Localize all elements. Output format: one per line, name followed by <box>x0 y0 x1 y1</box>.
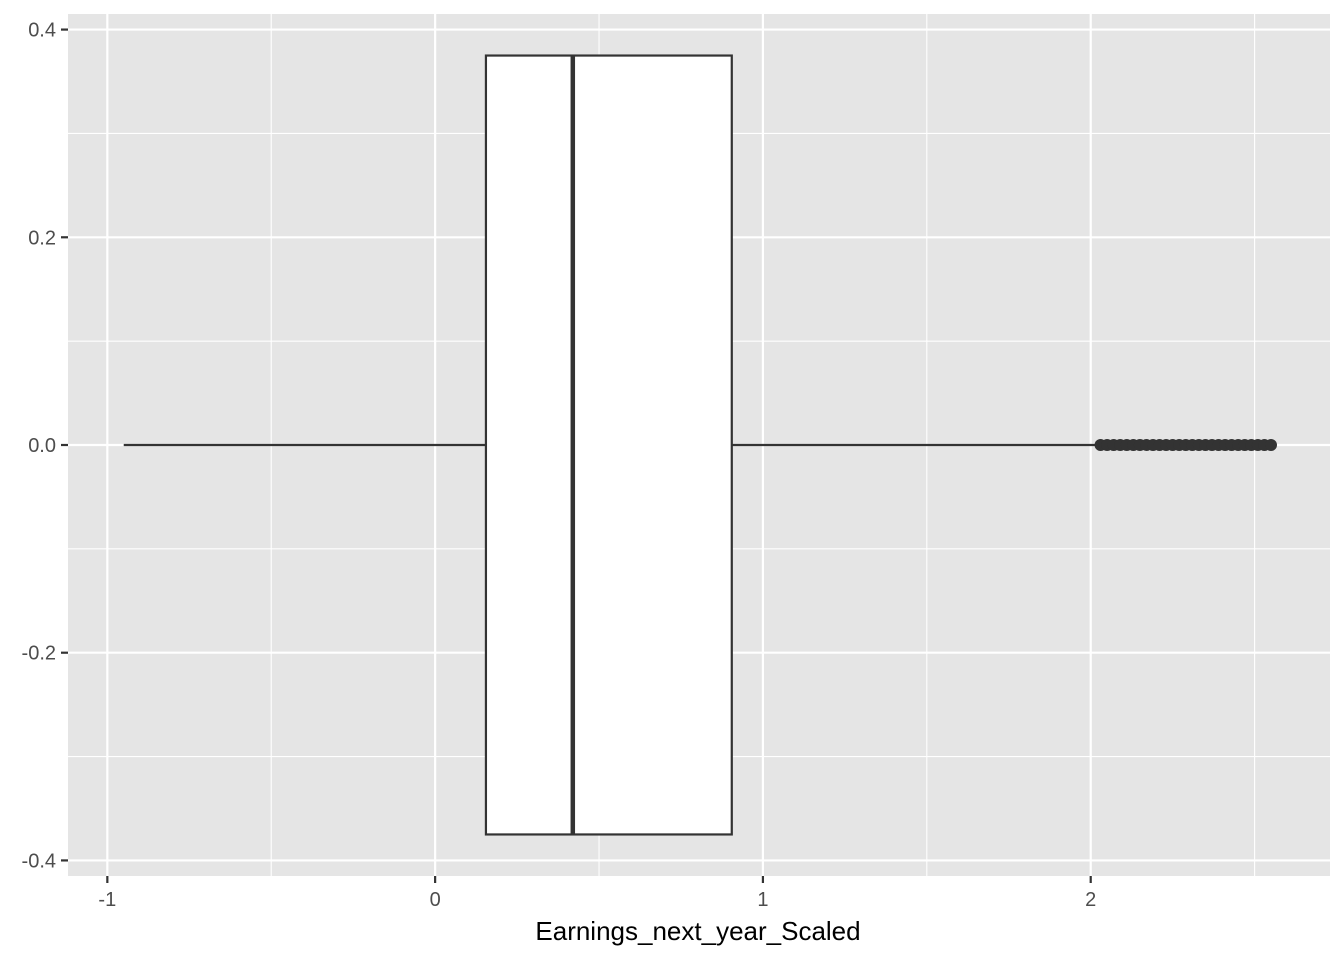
outlier-point <box>1264 439 1277 451</box>
y-tick-label: 0.4 <box>28 20 56 42</box>
x-tick-label: 0 <box>430 889 441 911</box>
outlier-points <box>1094 439 1277 451</box>
y-tick-label: 0.0 <box>28 435 56 457</box>
y-tick-label: 0.2 <box>28 227 56 249</box>
y-tick-label: -0.4 <box>22 850 56 872</box>
y-axis: 0.4 0.2 0.0 -0.2 -0.4 <box>22 20 68 872</box>
x-axis-title: Earnings_next_year_Scaled <box>535 916 860 946</box>
x-tick-label: 1 <box>757 889 768 911</box>
boxplot <box>123 54 1098 836</box>
x-tick-label: -1 <box>98 889 116 911</box>
y-tick-label: -0.2 <box>22 643 56 665</box>
iqr-box <box>484 54 733 836</box>
x-axis: -1 0 1 2 <box>98 876 1096 911</box>
x-tick-label: 2 <box>1085 889 1096 911</box>
